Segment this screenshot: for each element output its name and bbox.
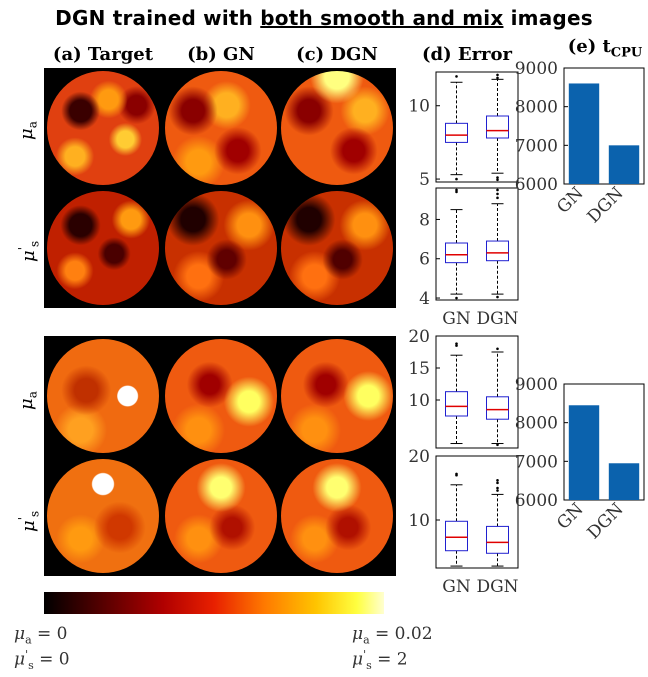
y-tick-label-smooth-tcpu: 8000 — [515, 98, 558, 118]
box-mix-mua-error-gn — [445, 391, 468, 417]
plot-frame-smooth-mus-error — [435, 187, 519, 301]
box-smooth-mus-error-dgn — [486, 240, 509, 262]
box-smooth-mua-error-dgn — [486, 115, 509, 139]
box-outlier-smooth-mua-error — [455, 177, 458, 181]
box-outlier-smooth-mus-error — [455, 190, 458, 194]
box-outlier-smooth-mua-error — [496, 178, 499, 182]
colorbar-min-mua-label: μa = 0 — [14, 624, 68, 647]
box-outlier-smooth-mua-error — [496, 176, 499, 179]
x-label-smooth-tcpu: DGN — [584, 183, 628, 227]
image-dgn-mus-smooth — [278, 188, 396, 308]
box-outlier-mix-mus-error — [496, 489, 499, 492]
image-gn-mua-smooth — [162, 68, 280, 188]
box-outlier-mix-mua-error — [455, 344, 458, 347]
plot-frame-smooth-tcpu — [563, 67, 645, 185]
colorbar — [44, 592, 384, 614]
y-tick-label-mix-mus-error: 20 — [408, 447, 430, 467]
box-outlier-smooth-mus-error — [496, 192, 499, 196]
x-label-mix-tcpu: GN — [553, 499, 587, 533]
plot-frame-mix-mua-error — [435, 335, 519, 449]
column-heading-error: (d) Error — [421, 44, 513, 65]
plot-frame-smooth-mua-error — [435, 71, 519, 183]
box-outlier-smooth-mua-error — [496, 73, 499, 77]
x-label-mix-mus-error: GN — [442, 577, 471, 597]
box-outlier-smooth-mus-error — [496, 188, 499, 192]
y-tick-label-mix-mua-error: 20 — [408, 327, 430, 347]
column-heading-dgn: (c) DGN — [296, 44, 378, 65]
bar-smooth-tcpu-dgn — [608, 145, 640, 184]
image-gn-mus-mix — [162, 456, 280, 576]
x-label-smooth-tcpu: GN — [553, 183, 587, 217]
column-heading-gn: (b) GN — [187, 44, 255, 65]
y-tick-label-smooth-mus-error: 4 — [419, 289, 430, 309]
colorbar-max-mua-label: μa = 0.02 — [352, 624, 433, 647]
y-tick-label-smooth-tcpu: 6000 — [515, 175, 558, 195]
image-target-mua-smooth — [44, 68, 162, 188]
x-label-mix-tcpu: DGN — [584, 499, 628, 543]
bar-mix-tcpu-dgn — [608, 463, 640, 500]
box-mix-mus-error-dgn — [486, 525, 509, 554]
image-gn-mua-mix — [162, 336, 280, 456]
box-outlier-mix-mus-error — [496, 486, 499, 490]
title-emphasis: both smooth and mix — [260, 6, 504, 30]
plot-frame-mix-mus-error — [435, 455, 519, 569]
box-outlier-smooth-mus-error — [496, 196, 499, 200]
bar-smooth-tcpu-gn — [568, 83, 600, 184]
bar-mix-tcpu-gn — [568, 405, 600, 500]
y-tick-label-smooth-mua-error: 5 — [419, 170, 430, 190]
x-label-mix-mus-error: DGN — [476, 577, 518, 597]
y-tick-label-smooth-tcpu: 7000 — [515, 136, 558, 156]
box-smooth-mua-error-gn — [445, 122, 468, 143]
y-tick-label-mix-tcpu: 6000 — [515, 491, 558, 511]
box-outlier-smooth-mua-error — [496, 76, 499, 80]
x-label-smooth-mus-error: GN — [442, 309, 471, 329]
image-dgn-mua-mix — [278, 336, 396, 456]
box-smooth-mus-error-gn — [445, 242, 468, 264]
y-tick-label-mix-mus-error: 10 — [408, 511, 430, 531]
box-outlier-mix-mua-error — [496, 443, 499, 447]
column-heading-tcpu: (e) tCPU — [567, 36, 643, 61]
y-tick-label-smooth-mus-error: 8 — [419, 210, 430, 230]
colorbar-min-mus-label: μ's = 0 — [14, 648, 70, 673]
box-outlier-smooth-mus-error — [455, 296, 458, 300]
image-dgn-mus-mix — [278, 456, 396, 576]
image-target-mua-mix — [44, 336, 162, 456]
y-tick-label-mix-tcpu: 7000 — [515, 452, 558, 472]
figure-title: DGN trained with both smooth and mix ima… — [55, 6, 593, 30]
image-gn-mus-smooth — [162, 188, 280, 308]
box-outlier-mix-mus-error — [496, 481, 499, 485]
x-label-smooth-mus-error: DGN — [476, 309, 518, 329]
y-tick-label-mix-mua-error: 10 — [408, 391, 430, 411]
image-target-mus-mix — [44, 456, 162, 576]
box-outlier-smooth-mus-error — [455, 188, 458, 192]
y-tick-label-smooth-tcpu: 9000 — [515, 59, 558, 79]
box-outlier-smooth-mua-error — [455, 75, 458, 78]
box-mix-mua-error-dgn — [486, 396, 509, 420]
y-tick-label-mix-mua-error: 15 — [408, 359, 430, 379]
image-target-mus-smooth — [44, 188, 162, 308]
column-heading-target: (a) Target — [52, 44, 154, 65]
box-mix-mus-error-gn — [445, 520, 468, 552]
image-dgn-mua-smooth — [278, 68, 396, 188]
y-tick-label-mix-tcpu: 9000 — [515, 375, 558, 395]
plot-frame-mix-tcpu — [563, 383, 645, 501]
box-outlier-mix-mus-error — [455, 473, 458, 477]
box-outlier-mix-mus-error — [496, 479, 499, 482]
box-outlier-mix-mua-error — [455, 342, 458, 345]
colorbar-max-mus-label: μ's = 2 — [352, 648, 408, 673]
box-outlier-smooth-mus-error — [496, 295, 499, 299]
box-outlier-mix-mua-error — [496, 347, 499, 351]
y-tick-label-smooth-mus-error: 6 — [419, 250, 430, 270]
y-tick-label-mix-tcpu: 8000 — [515, 414, 558, 434]
y-tick-label-smooth-mua-error: 10 — [408, 97, 430, 117]
